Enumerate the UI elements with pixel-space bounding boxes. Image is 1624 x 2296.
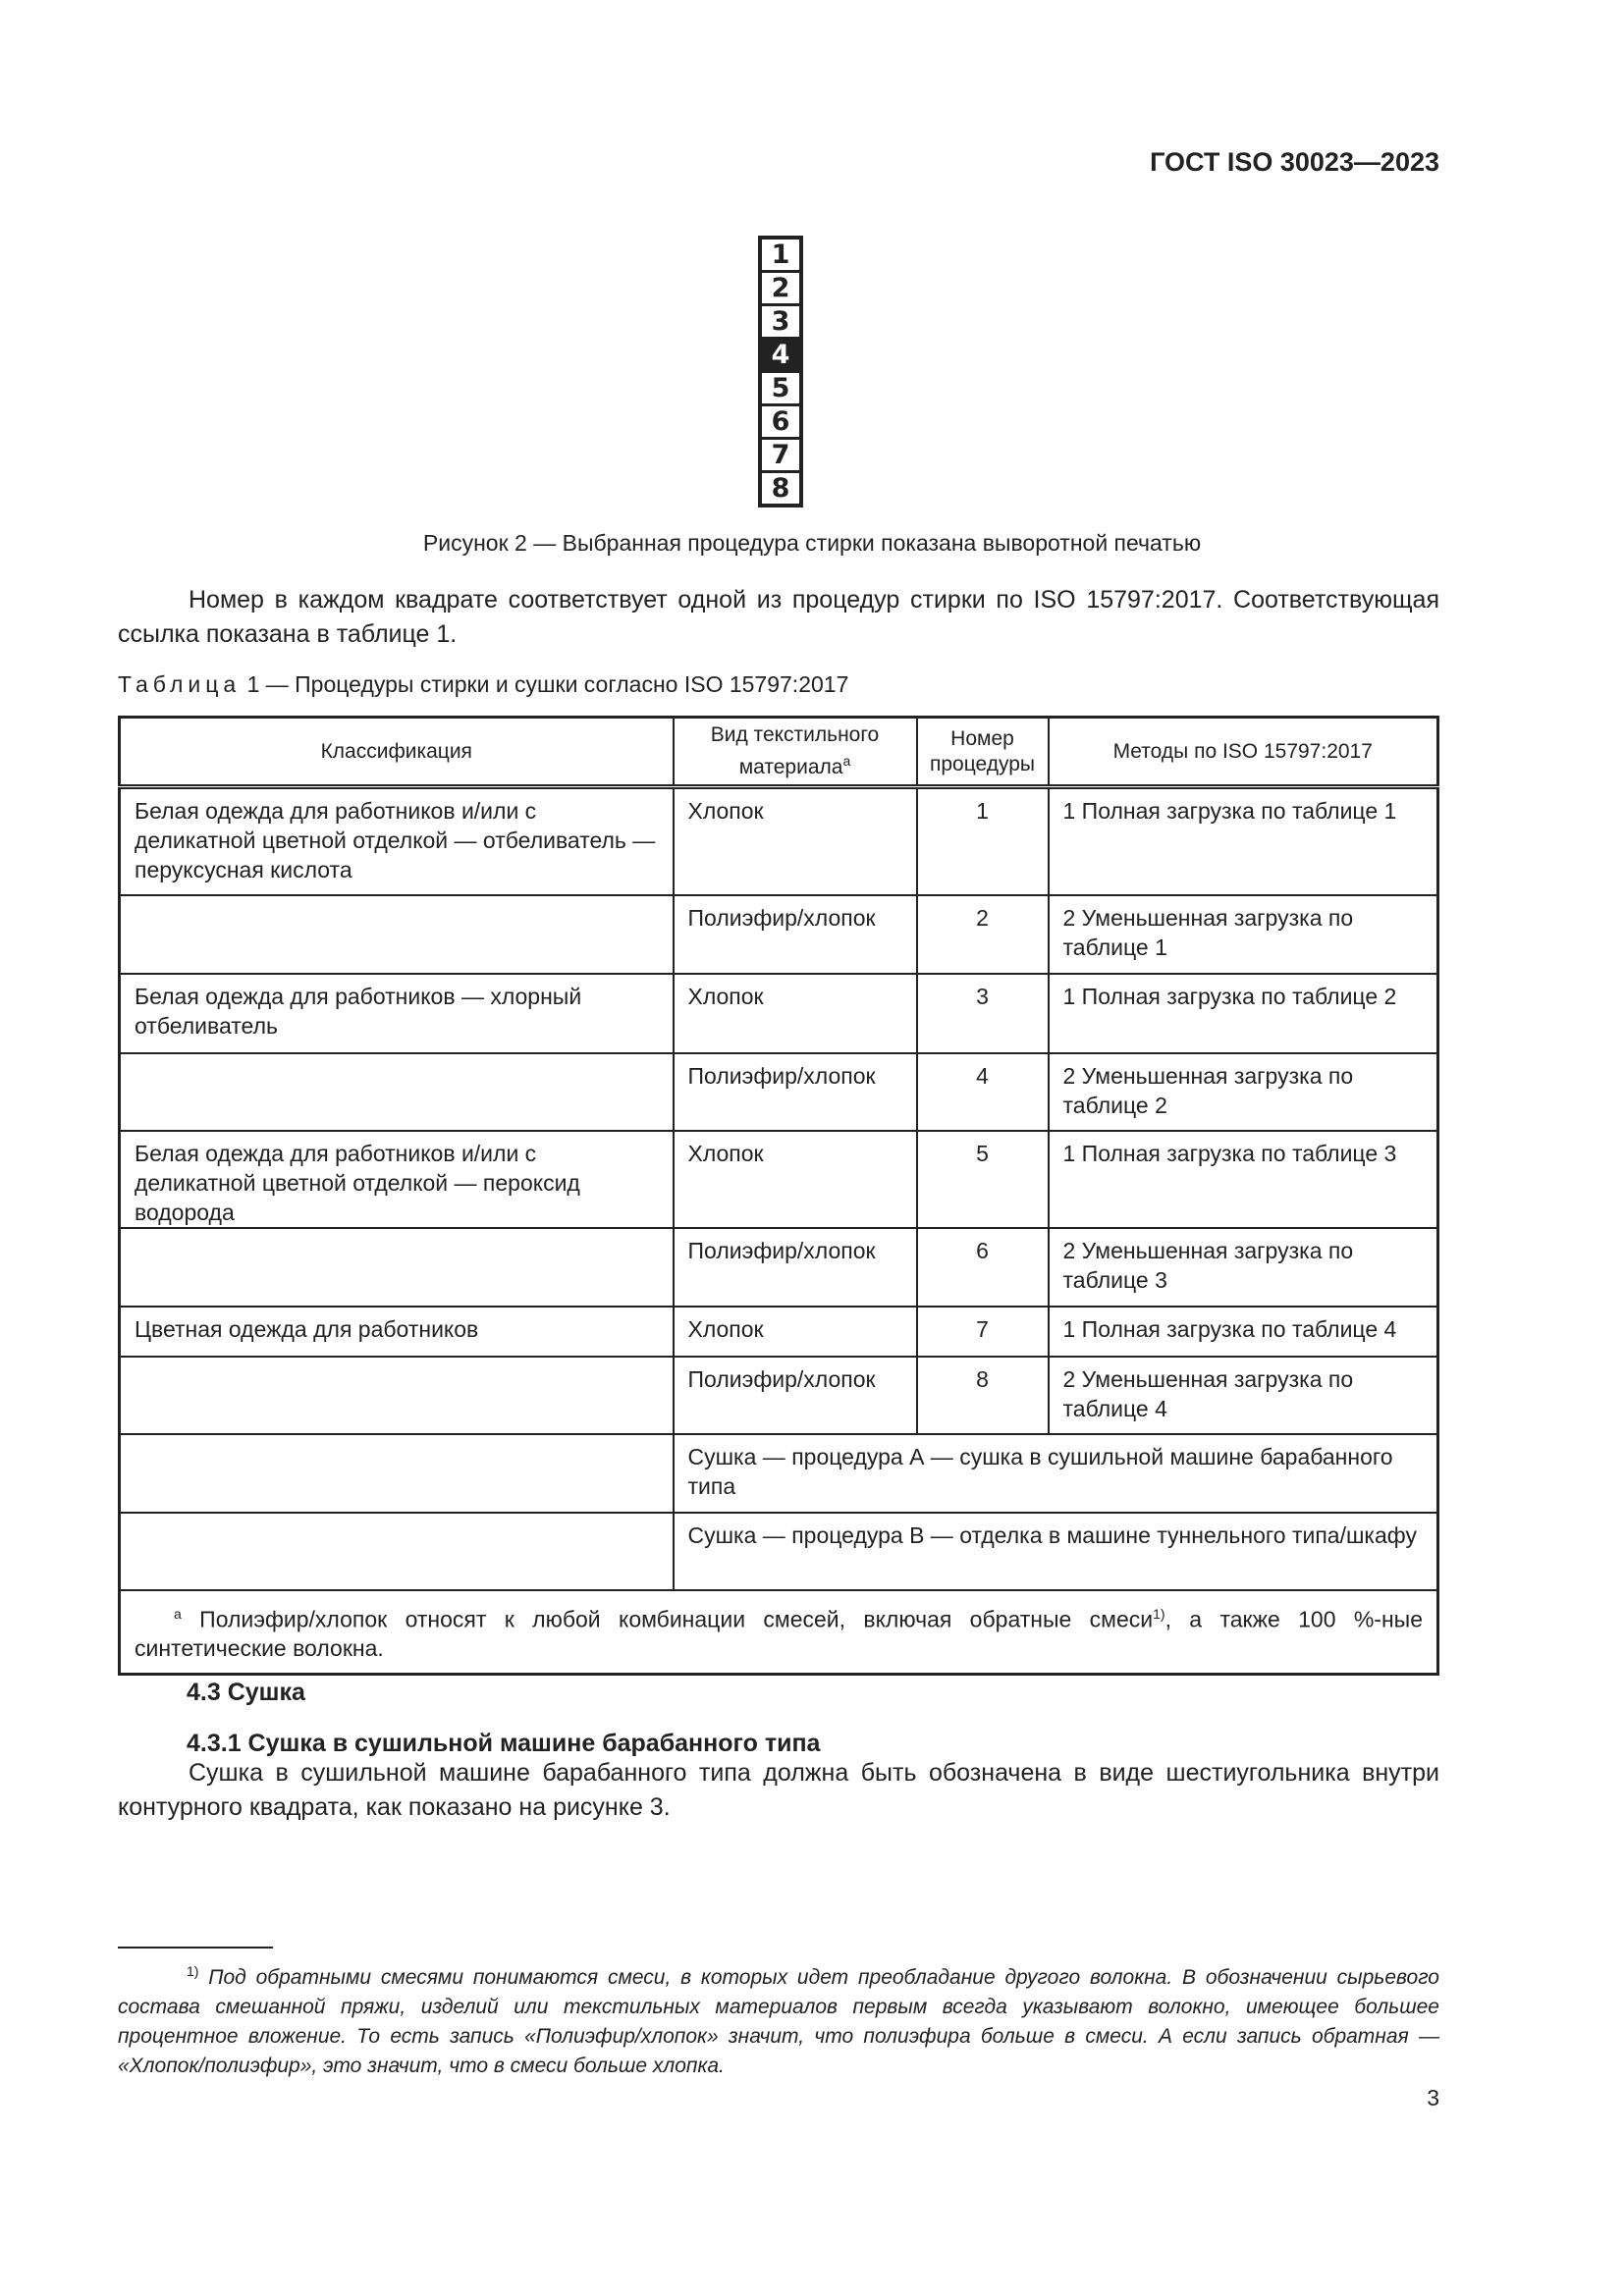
cell-empty: [118, 1432, 675, 1514]
cell-classification: Белая одежда для работников — хлорный от…: [118, 972, 675, 1054]
procedure-box-5: 5: [762, 373, 799, 403]
cell-number: 5: [915, 1129, 1050, 1229]
cell-method: 1 Полная загрузка по таблице 4: [1047, 1305, 1439, 1358]
cell-method: 1 Полная загрузка по таблице 2: [1047, 972, 1439, 1054]
table-row: Полиэфир/хлопок 8 2 Уменьшенная загрузка п…: [118, 1355, 1439, 1435]
procedure-box-3: 3: [762, 306, 799, 337]
cell-method: 1 Полная загрузка по таблице 3: [1047, 1129, 1439, 1229]
cell-material: Хлопок: [672, 785, 918, 896]
header-methods: Методы по ISO 15797:2017: [1047, 716, 1439, 789]
cell-method: 2 Уменьшенная загрузка по таблице 4: [1047, 1355, 1439, 1435]
cell-classification: [118, 1226, 675, 1308]
section-4-3-1-text: Сушка в сушильной машине барабанного тип…: [118, 1759, 1439, 1821]
procedure-box-6: 6: [762, 406, 799, 437]
drying-row: Сушка — процедура А — сушка в сушильной …: [118, 1432, 1439, 1514]
table-caption: Таблица 1 — Процедуры стирки и сушки сог…: [118, 671, 848, 698]
cell-number: 3: [915, 972, 1050, 1054]
cell-material: Хлопок: [672, 972, 918, 1054]
procedure-box-8: 8: [762, 473, 799, 504]
cell-material: Полиэфир/хлопок: [672, 1051, 918, 1132]
page-number: 3: [1427, 2085, 1439, 2110]
procedure-box-2: 2: [762, 273, 799, 303]
table-note-row: a Полиэфир/хлопок относят к любой комбин…: [118, 1588, 1439, 1676]
cell-drying-b: Сушка — процедура В — отделка в машине т…: [672, 1511, 1439, 1591]
cell-number: 6: [915, 1226, 1050, 1308]
cell-method: 2 Уменьшенная загрузка по таблице 3: [1047, 1226, 1439, 1308]
note-text-2: , а также 100 %-ные синтетические волокн…: [135, 1606, 1423, 1662]
procedure-box-4-selected: 4: [762, 340, 799, 370]
cell-classification: Белая одежда для работников и/или с дели…: [118, 785, 675, 896]
header-classification: Классификация: [118, 716, 675, 789]
cell-number: 8: [915, 1355, 1050, 1435]
table-note: a Полиэфир/хлопок относят к любой комбин…: [118, 1588, 1439, 1676]
table-header-row: Классификация Вид текстильного материала…: [118, 716, 1439, 789]
cell-material: Полиэфир/хлопок: [672, 1355, 918, 1435]
note-footnote-ref: 1): [1153, 1605, 1165, 1622]
footnote-marker: 1): [187, 1963, 199, 1979]
table-row: Цветная одежда для работников Хлопок 7 1 По…: [118, 1305, 1439, 1358]
note-text-1: Полиэфир/хлопок относят к любой комбинац…: [199, 1606, 1154, 1632]
table-row: Белая одежда для работников — хлорный от…: [118, 972, 1439, 1054]
header-material-sup: a: [842, 753, 851, 769]
cell-material: Хлопок: [672, 1129, 918, 1229]
procedure-box-7: 7: [762, 440, 799, 470]
footnote-text: Под обратными смесями понимаются смеси, …: [118, 1966, 1439, 2077]
washing-procedures-table: Классификация Вид текстильного материала…: [118, 716, 1439, 1677]
table-row: Белая одежда для работников и/или с дели…: [118, 785, 1439, 896]
table-row: Полиэфир/хлопок 4 2 Уменьшенная загрузка п…: [118, 1051, 1439, 1132]
intro-paragraph: Номер в каждом квадрате соответствует од…: [118, 586, 1439, 648]
section-4-3-title: 4.3 Сушка: [187, 1679, 305, 1706]
cell-method: 2 Уменьшенная загрузка по таблице 2: [1047, 1051, 1439, 1132]
drying-row: Сушка — процедура В — отделка в машине т…: [118, 1511, 1439, 1591]
cell-method: 2 Уменьшенная загрузка по таблице 1: [1047, 893, 1439, 975]
cell-classification: [118, 893, 675, 975]
table-row: Белая одежда для работников и/или с дели…: [118, 1129, 1439, 1229]
cell-number: 7: [915, 1305, 1050, 1358]
cell-material: Хлопок: [672, 1305, 918, 1358]
footnote-separator: [118, 1947, 273, 1949]
cell-classification: [118, 1355, 675, 1435]
footnote: 1) Под обратными смесями понимаются смес…: [118, 1956, 1439, 2081]
cell-material: Полиэфир/хлопок: [672, 893, 918, 975]
header-number: Номер процедуры: [915, 716, 1050, 789]
figure-caption: Рисунок 2 — Выбранная процедура стирки п…: [422, 530, 1202, 556]
note-marker: a: [174, 1605, 182, 1622]
table-caption-prefix: Таблица: [118, 671, 242, 697]
cell-material: Полиэфир/хлопок: [672, 1226, 918, 1308]
washing-procedure-figure: 1 2 3 4 5 6 7 8: [758, 236, 803, 507]
header-material-text: Вид текстильного материала: [710, 723, 880, 778]
section-4-3-1-title: 4.3.1 Сушка в сушильной машине барабанно…: [187, 1730, 821, 1757]
header-material: Вид текстильного материалаa: [672, 716, 918, 789]
procedure-box-1: 1: [762, 240, 799, 270]
cell-method: 1 Полная загрузка по таблице 1: [1047, 785, 1439, 896]
cell-number: 1: [915, 785, 1050, 896]
table-row: Полиэфир/хлопок 6 2 Уменьшенная загрузка п…: [118, 1226, 1439, 1308]
table-caption-text: 1 — Процедуры стирки и сушки согласно IS…: [246, 671, 849, 697]
cell-empty: [118, 1511, 675, 1591]
document-id-header: ГОСТ ISO 30023—2023: [1150, 147, 1439, 177]
cell-classification: [118, 1051, 675, 1132]
cell-classification: Белая одежда для работников и/или с дели…: [118, 1129, 675, 1229]
table-row: Полиэфир/хлопок 2 2 Уменьшенная загрузка п…: [118, 893, 1439, 975]
cell-classification: Цветная одежда для работников: [118, 1305, 675, 1358]
cell-number: 2: [915, 893, 1050, 975]
cell-drying-a: Сушка — процедура А — сушка в сушильной …: [672, 1432, 1439, 1514]
cell-number: 4: [915, 1051, 1050, 1132]
